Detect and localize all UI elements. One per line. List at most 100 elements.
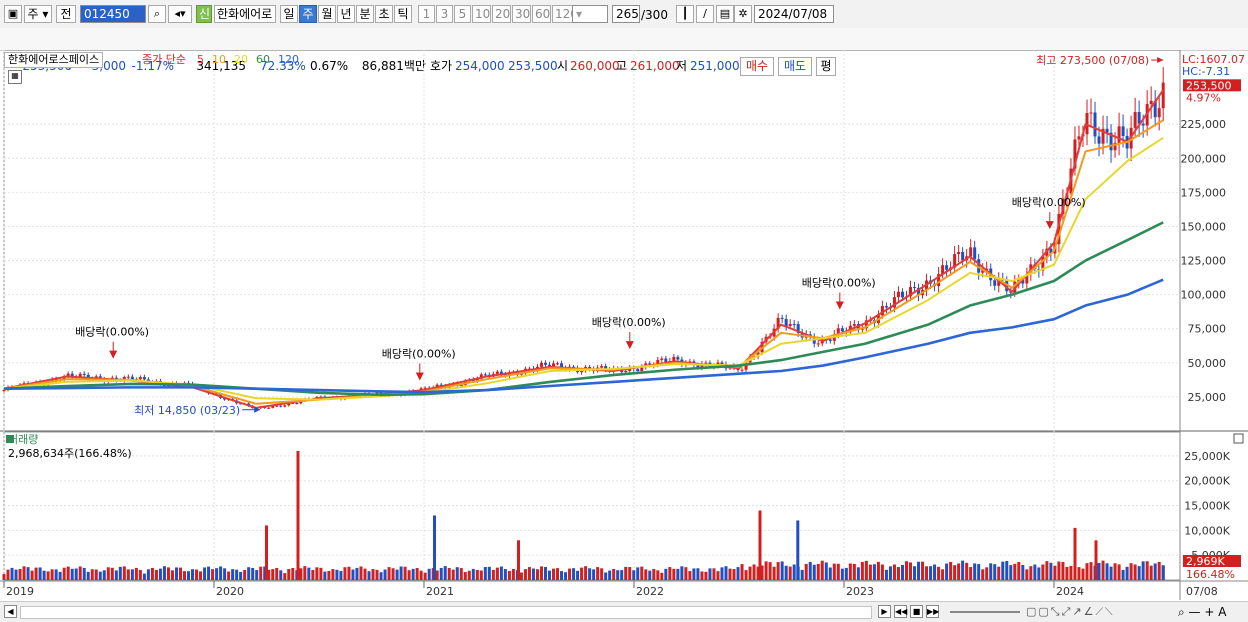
gear-icon[interactable]: ✲ — [734, 5, 752, 23]
interval-button-2[interactable]: 5 — [454, 5, 471, 23]
volume-bar — [892, 564, 896, 580]
candle-body — [937, 274, 941, 287]
last-date-label: 07/08 — [1186, 585, 1218, 598]
volume-bar — [351, 569, 355, 580]
volume-bar — [832, 563, 836, 580]
drawing-tools-icons[interactable]: ▢▢⤡⤢↗∠⟋⟍ — [1026, 605, 1115, 618]
volume-bar — [134, 567, 138, 580]
candle-body — [840, 328, 844, 332]
volume-bar — [307, 567, 311, 580]
candle-body — [1049, 248, 1053, 254]
interval-button-5[interactable]: 30 — [512, 5, 531, 23]
interval-button-4[interactable]: 20 — [492, 5, 511, 23]
ma-line-10 — [3, 119, 1164, 405]
eval-button[interactable]: 평 — [816, 57, 836, 76]
volume-bar — [275, 567, 279, 580]
volume-bar — [203, 567, 207, 580]
volume-bar — [784, 565, 788, 580]
volume-bar — [700, 571, 704, 580]
volume-bar — [247, 567, 251, 580]
volume-spike-bar — [433, 515, 436, 580]
interval-button-1[interactable]: 3 — [436, 5, 453, 23]
volume-bar — [235, 569, 239, 580]
volume-bar — [50, 569, 54, 580]
volume-bar — [395, 569, 399, 580]
draw-line-icon[interactable]: ∕ — [696, 5, 714, 23]
period-tab-0[interactable]: 일 — [280, 5, 298, 23]
volume-bar — [355, 567, 359, 580]
save-icon[interactable]: ▤ — [716, 5, 734, 23]
price-chart[interactable]: 25,000 50,000 75,000 100,000 125,000 150,000 1… — [0, 49, 1248, 603]
buy-button[interactable]: 매수 — [740, 57, 774, 76]
volume-tick-label: 15,000K — [1184, 500, 1230, 513]
horizontal-scrollbar[interactable] — [20, 606, 872, 619]
volume-bar — [503, 569, 507, 580]
volume-bar — [267, 569, 271, 580]
volume-bar — [844, 567, 848, 580]
sell-button[interactable]: 매도 — [778, 57, 812, 76]
code-input[interactable]: 012450 — [80, 5, 146, 23]
volume-bar — [1033, 564, 1037, 580]
volume-close-icon[interactable] — [1233, 433, 1244, 444]
chart-window-icon[interactable]: ▣ — [4, 5, 22, 23]
volume-bar — [917, 561, 921, 580]
count-input[interactable]: 265 — [612, 5, 640, 23]
price-tick-label: 225,000 — [1181, 118, 1227, 131]
volume-bar — [648, 570, 652, 580]
sound-icon[interactable]: ◂▾ — [168, 5, 192, 23]
search-icon[interactable]: ⌕ — [148, 5, 166, 23]
legend-title[interactable]: 한화에어로스페이스 — [4, 52, 104, 68]
volume-bar — [668, 567, 672, 580]
volume-bar — [415, 568, 419, 580]
candle-body — [776, 317, 780, 329]
stock-name[interactable]: 한화에어로 — [214, 5, 276, 23]
zoom-slider[interactable] — [950, 611, 1020, 613]
candle-body — [295, 403, 299, 405]
period-tab-1[interactable]: 주 — [299, 5, 317, 23]
candle-body — [816, 343, 820, 345]
volume-tick-label: 10,000K — [1184, 524, 1230, 537]
volume-bar — [443, 566, 447, 580]
volume-bar — [704, 571, 708, 580]
interval-dropdown[interactable]: ▾ — [572, 5, 608, 23]
period-tab-4[interactable]: 분 — [356, 5, 374, 23]
candle-body — [788, 323, 792, 327]
volume-bar — [640, 566, 644, 580]
volume-bar — [772, 566, 776, 580]
zoom-controls-icons[interactable]: ⌕ — + A — [1178, 605, 1227, 619]
candle-body — [700, 363, 704, 368]
scroll-left-icon[interactable]: ◀ — [4, 605, 17, 618]
scroll-right-icon[interactable]: ▶ — [878, 605, 891, 618]
period-tab-2[interactable]: 월 — [318, 5, 336, 23]
interval-button-3[interactable]: 10 — [472, 5, 491, 23]
candle-body — [271, 405, 275, 408]
period-tab-6[interactable]: 틱 — [394, 5, 412, 23]
interval-button-6[interactable]: 60 — [532, 5, 551, 23]
date-input[interactable]: 2024/07/08 — [754, 5, 834, 23]
candle-body — [740, 369, 744, 371]
scroll-start-icon[interactable]: ◀◀ — [894, 605, 908, 618]
candle-body — [909, 287, 913, 297]
volume-bar — [864, 560, 868, 580]
period-tab-5[interactable]: 초 — [375, 5, 393, 23]
volume-bar — [30, 570, 34, 580]
period-tab-3[interactable]: 년 — [337, 5, 355, 23]
volume-bar — [608, 570, 612, 580]
volume-bar — [82, 568, 86, 580]
calculator-icon[interactable]: ▦ — [8, 70, 22, 84]
volume-bar — [471, 568, 475, 580]
volume-bar — [299, 568, 303, 580]
candle-icon[interactable]: ┃ — [676, 5, 694, 23]
candle-body — [62, 376, 66, 381]
market-select[interactable]: 주 ▾ — [24, 5, 52, 23]
interval-button-0[interactable]: 1 — [418, 5, 435, 23]
scroll-end-icon[interactable]: ▶▶ — [926, 605, 940, 618]
candle-body — [22, 383, 26, 385]
interval-button-7[interactable]: 120 — [552, 5, 578, 23]
volume-bar — [311, 569, 315, 580]
prev-button[interactable]: 전 — [56, 5, 76, 23]
volume-bar — [211, 569, 215, 580]
volume-bar — [187, 571, 191, 580]
stop-icon[interactable]: ■ — [910, 605, 923, 618]
volume-bar — [86, 571, 90, 580]
